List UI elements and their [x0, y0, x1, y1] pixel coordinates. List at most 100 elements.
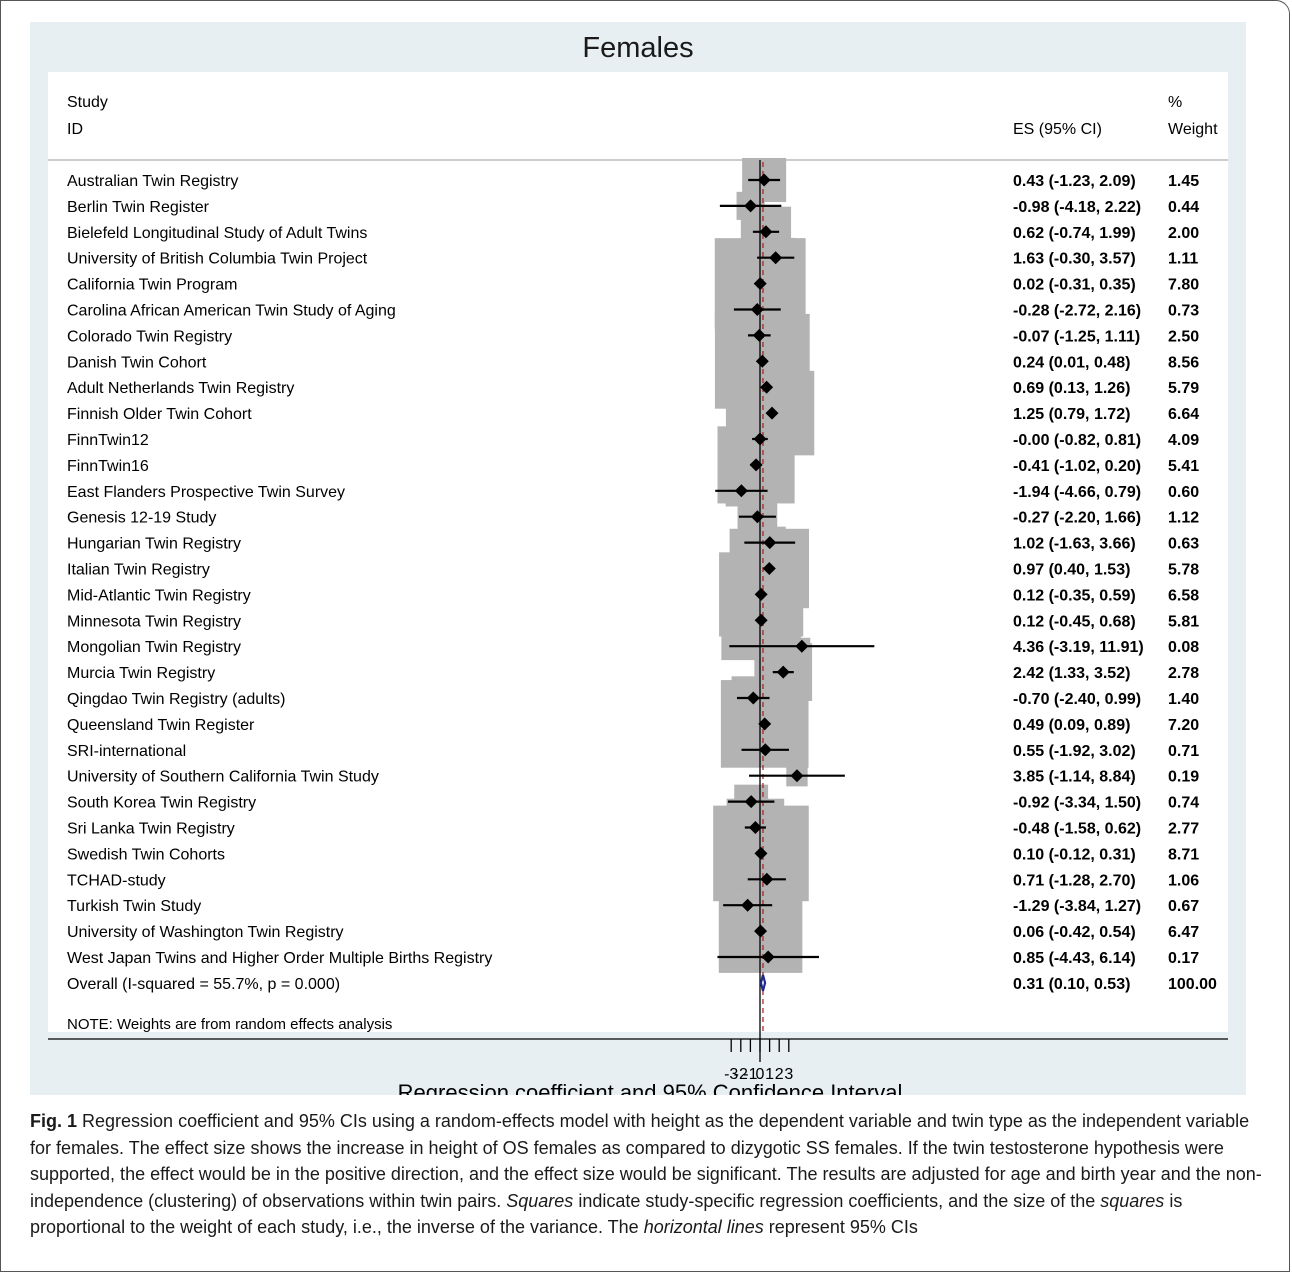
study-label: Mongolian Twin Registry	[67, 639, 241, 656]
point-estimate	[741, 898, 755, 912]
es-label: -0.41 (-1.02, 0.20)	[1013, 458, 1141, 475]
es-label: 0.69 (0.13, 1.26)	[1013, 380, 1130, 397]
weight-label: 8.56	[1168, 354, 1199, 371]
study-label: South Korea Twin Registry	[67, 795, 256, 812]
weight-label: 0.74	[1168, 795, 1199, 812]
es-label: 0.55 (-1.92, 3.02)	[1013, 743, 1136, 760]
point-estimate	[758, 717, 772, 731]
x-tick-label: 2	[775, 1066, 784, 1083]
point-estimate	[748, 821, 762, 834]
study-label: Mid-Atlantic Twin Registry	[67, 587, 251, 604]
x-tick-label: 0	[756, 1066, 765, 1083]
es-label: -0.28 (-2.72, 2.16)	[1013, 303, 1141, 320]
es-label: 1.25 (0.79, 1.72)	[1013, 406, 1130, 423]
weight-header-2: Weight	[1168, 121, 1218, 138]
figure-caption: Fig. 1 Regression coefficient and 95% CI…	[30, 1108, 1266, 1241]
study-label: Berlin Twin Register	[67, 199, 210, 216]
es-label: 0.85 (-4.43, 6.14)	[1013, 950, 1136, 967]
es-label: -0.00 (-0.82, 0.81)	[1013, 432, 1141, 449]
study-label: FinnTwin12	[67, 432, 149, 449]
weight-label: 0.08	[1168, 639, 1199, 656]
study-label: Australian Twin Registry	[67, 173, 238, 190]
point-estimate	[754, 924, 768, 938]
plot-area	[48, 72, 1228, 1032]
es-label: 0.62 (-0.74, 1.99)	[1013, 225, 1136, 242]
chart-panel: Females Study ID ES (95% CI)% Weight Austral…	[30, 22, 1246, 1095]
study-label: University of Southern California Twin S…	[67, 769, 379, 786]
weight-label: 5.79	[1168, 380, 1199, 397]
es-label: -0.48 (-1.58, 0.62)	[1013, 821, 1141, 838]
weight-label: 5.81	[1168, 613, 1199, 630]
weights-note: NOTE: Weights are from random effects an…	[67, 1016, 392, 1033]
point-estimate	[734, 484, 748, 498]
es-label: 0.49 (0.09, 0.89)	[1013, 717, 1130, 734]
id-header: ID	[67, 121, 83, 138]
weight-label: 0.63	[1168, 536, 1199, 553]
caption-label: Fig. 1	[30, 1111, 78, 1131]
study-label: Genesis 12-19 Study	[67, 510, 216, 527]
caption-text: is proportional to the weight of each st…	[30, 1190, 1183, 1238]
study-label: Hungarian Twin Registry	[67, 536, 241, 553]
caption-emphasis: squares	[1100, 1190, 1165, 1211]
weight-label: 6.47	[1168, 924, 1199, 941]
point-estimate	[760, 380, 774, 394]
es-label: 0.10 (-0.12, 0.31)	[1013, 846, 1136, 863]
point-estimate	[754, 613, 768, 627]
overall-es-label: 0.31 (0.10, 0.53)	[1013, 976, 1130, 993]
weight-label: 2.77	[1168, 821, 1199, 838]
weight-label: 0.71	[1168, 743, 1199, 760]
study-label: Qingdao Twin Registry (adults)	[67, 691, 285, 708]
weight-label: 6.64	[1168, 406, 1199, 423]
point-estimate	[761, 950, 775, 964]
study-label: Danish Twin Cohort	[67, 354, 207, 371]
point-estimate	[750, 303, 764, 316]
point-estimate	[744, 199, 758, 213]
point-estimate	[752, 328, 766, 342]
study-label: University of British Columbia Twin Proj…	[67, 251, 368, 268]
weight-label: 5.78	[1168, 562, 1199, 579]
weight-label: 2.00	[1168, 225, 1199, 242]
point-estimate	[776, 665, 790, 679]
forest-plot: Study ID ES (95% CI)% Weight Australian Twin…	[48, 94, 1228, 1095]
study-label: Bielefeld Longitudinal Study of Adult Tw…	[67, 225, 367, 242]
x-tick-label: -3	[724, 1066, 738, 1083]
caption-emphasis: Squares	[506, 1190, 574, 1211]
weight-label: 1.12	[1168, 510, 1199, 527]
study-label: Swedish Twin Cohorts	[67, 846, 225, 863]
es-label: 1.02 (-1.63, 3.66)	[1013, 536, 1136, 553]
study-label: Sri Lanka Twin Registry	[67, 821, 235, 838]
study-label: SRI-international	[67, 743, 186, 760]
point-estimate	[790, 769, 804, 783]
weight-label: 4.09	[1168, 432, 1199, 449]
weight-label: 2.50	[1168, 328, 1199, 345]
es-label: 3.85 (-1.14, 8.84)	[1013, 769, 1136, 786]
es-label: -0.92 (-3.34, 1.50)	[1013, 795, 1141, 812]
es-label: -0.27 (-2.20, 1.66)	[1013, 510, 1141, 527]
chart-title: Females	[582, 32, 694, 64]
study-label: Italian Twin Registry	[67, 562, 210, 579]
weight-label: 1.11	[1168, 251, 1198, 268]
study-header: Study	[67, 94, 108, 111]
es-label: 0.12 (-0.45, 0.68)	[1013, 613, 1136, 630]
x-tick-label: 1	[765, 1066, 774, 1083]
point-estimate	[757, 173, 771, 187]
point-estimate	[753, 277, 767, 291]
point-estimate	[763, 536, 777, 550]
caption-text: indicate study-specific regression coeff…	[573, 1190, 1101, 1211]
weight-label: 0.17	[1168, 950, 1199, 967]
weight-label: 5.41	[1168, 458, 1199, 475]
x-tick-label: -2	[734, 1066, 748, 1083]
weight-label: 6.58	[1168, 587, 1199, 604]
es-label: 0.43 (-1.23, 2.09)	[1013, 173, 1136, 190]
x-tick-label: -1	[743, 1066, 757, 1083]
study-label: Colorado Twin Registry	[67, 328, 232, 345]
weight-label: 0.73	[1168, 303, 1199, 320]
es-label: -0.07 (-1.25, 1.11)	[1013, 328, 1140, 345]
point-estimate	[769, 251, 783, 265]
es-label: 0.24 (0.01, 0.48)	[1013, 354, 1130, 371]
weight-label: 0.60	[1168, 484, 1199, 501]
study-label: Finnish Older Twin Cohort	[67, 406, 252, 423]
point-estimate	[759, 225, 773, 239]
study-label: TCHAD-study	[67, 872, 166, 889]
point-estimate	[758, 743, 772, 757]
